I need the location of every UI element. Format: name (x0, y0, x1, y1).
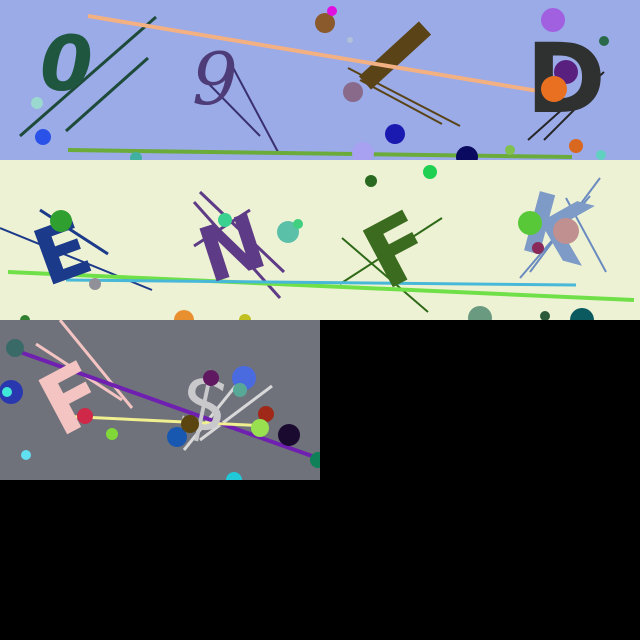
line (527, 71, 605, 141)
dot (218, 213, 232, 227)
dot (315, 13, 335, 33)
dot (203, 370, 219, 386)
line (87, 14, 557, 96)
dot (310, 452, 320, 468)
line (199, 384, 273, 442)
dot (540, 311, 550, 320)
dot (569, 139, 583, 153)
line (65, 56, 149, 133)
panel-top: 0 9 D (0, 0, 640, 160)
line (359, 79, 443, 125)
line (7, 270, 635, 302)
dot (35, 129, 51, 145)
dot (423, 165, 437, 179)
panel-middle-canvas: E N F K (0, 165, 635, 320)
dot (553, 218, 579, 244)
line (19, 15, 157, 138)
dot (258, 406, 274, 422)
dot (518, 211, 542, 235)
line (65, 278, 577, 287)
dot (541, 76, 567, 102)
dot (2, 387, 12, 397)
dot (31, 97, 43, 109)
dot (352, 142, 374, 160)
dot (174, 310, 194, 320)
dot (277, 221, 299, 243)
dot (596, 150, 606, 160)
line (193, 208, 251, 248)
dot (50, 210, 72, 232)
dot (599, 36, 609, 46)
dot (532, 242, 544, 254)
bar (358, 21, 432, 90)
line (19, 350, 313, 458)
dot (347, 37, 353, 43)
dot (77, 408, 93, 424)
dot (293, 219, 303, 229)
dot (21, 450, 31, 460)
dot (251, 419, 269, 437)
line (339, 217, 443, 285)
glyph-0: 0 (40, 19, 93, 108)
dot (239, 314, 251, 320)
line (67, 148, 573, 159)
dot (570, 308, 594, 320)
panel-middle: E N F K (0, 160, 640, 320)
glyph-9: 9 (192, 37, 238, 121)
line (58, 320, 134, 409)
dot (505, 145, 515, 155)
line (341, 237, 429, 313)
dot (106, 428, 118, 440)
dot (541, 8, 565, 32)
dot (278, 424, 300, 446)
dot (468, 306, 492, 320)
dot (327, 6, 337, 16)
dot (167, 427, 187, 447)
dot (20, 315, 30, 320)
dot (385, 124, 405, 144)
line (543, 89, 595, 141)
dot (456, 146, 478, 160)
line (229, 61, 279, 153)
panel-bottom: F $ (0, 320, 320, 480)
dot (130, 152, 142, 160)
dot (233, 383, 247, 397)
line (59, 414, 269, 428)
panel-bottom-canvas: F $ (0, 320, 320, 480)
dot (343, 82, 363, 102)
dot (6, 339, 24, 357)
dot (365, 175, 377, 187)
line (204, 79, 261, 137)
line (565, 197, 607, 273)
dot (89, 278, 101, 290)
line (198, 190, 286, 274)
panel-top-canvas: 0 9 D (19, 6, 609, 160)
dot (226, 472, 242, 480)
glyph-n: N (188, 196, 276, 300)
dot (181, 415, 199, 433)
